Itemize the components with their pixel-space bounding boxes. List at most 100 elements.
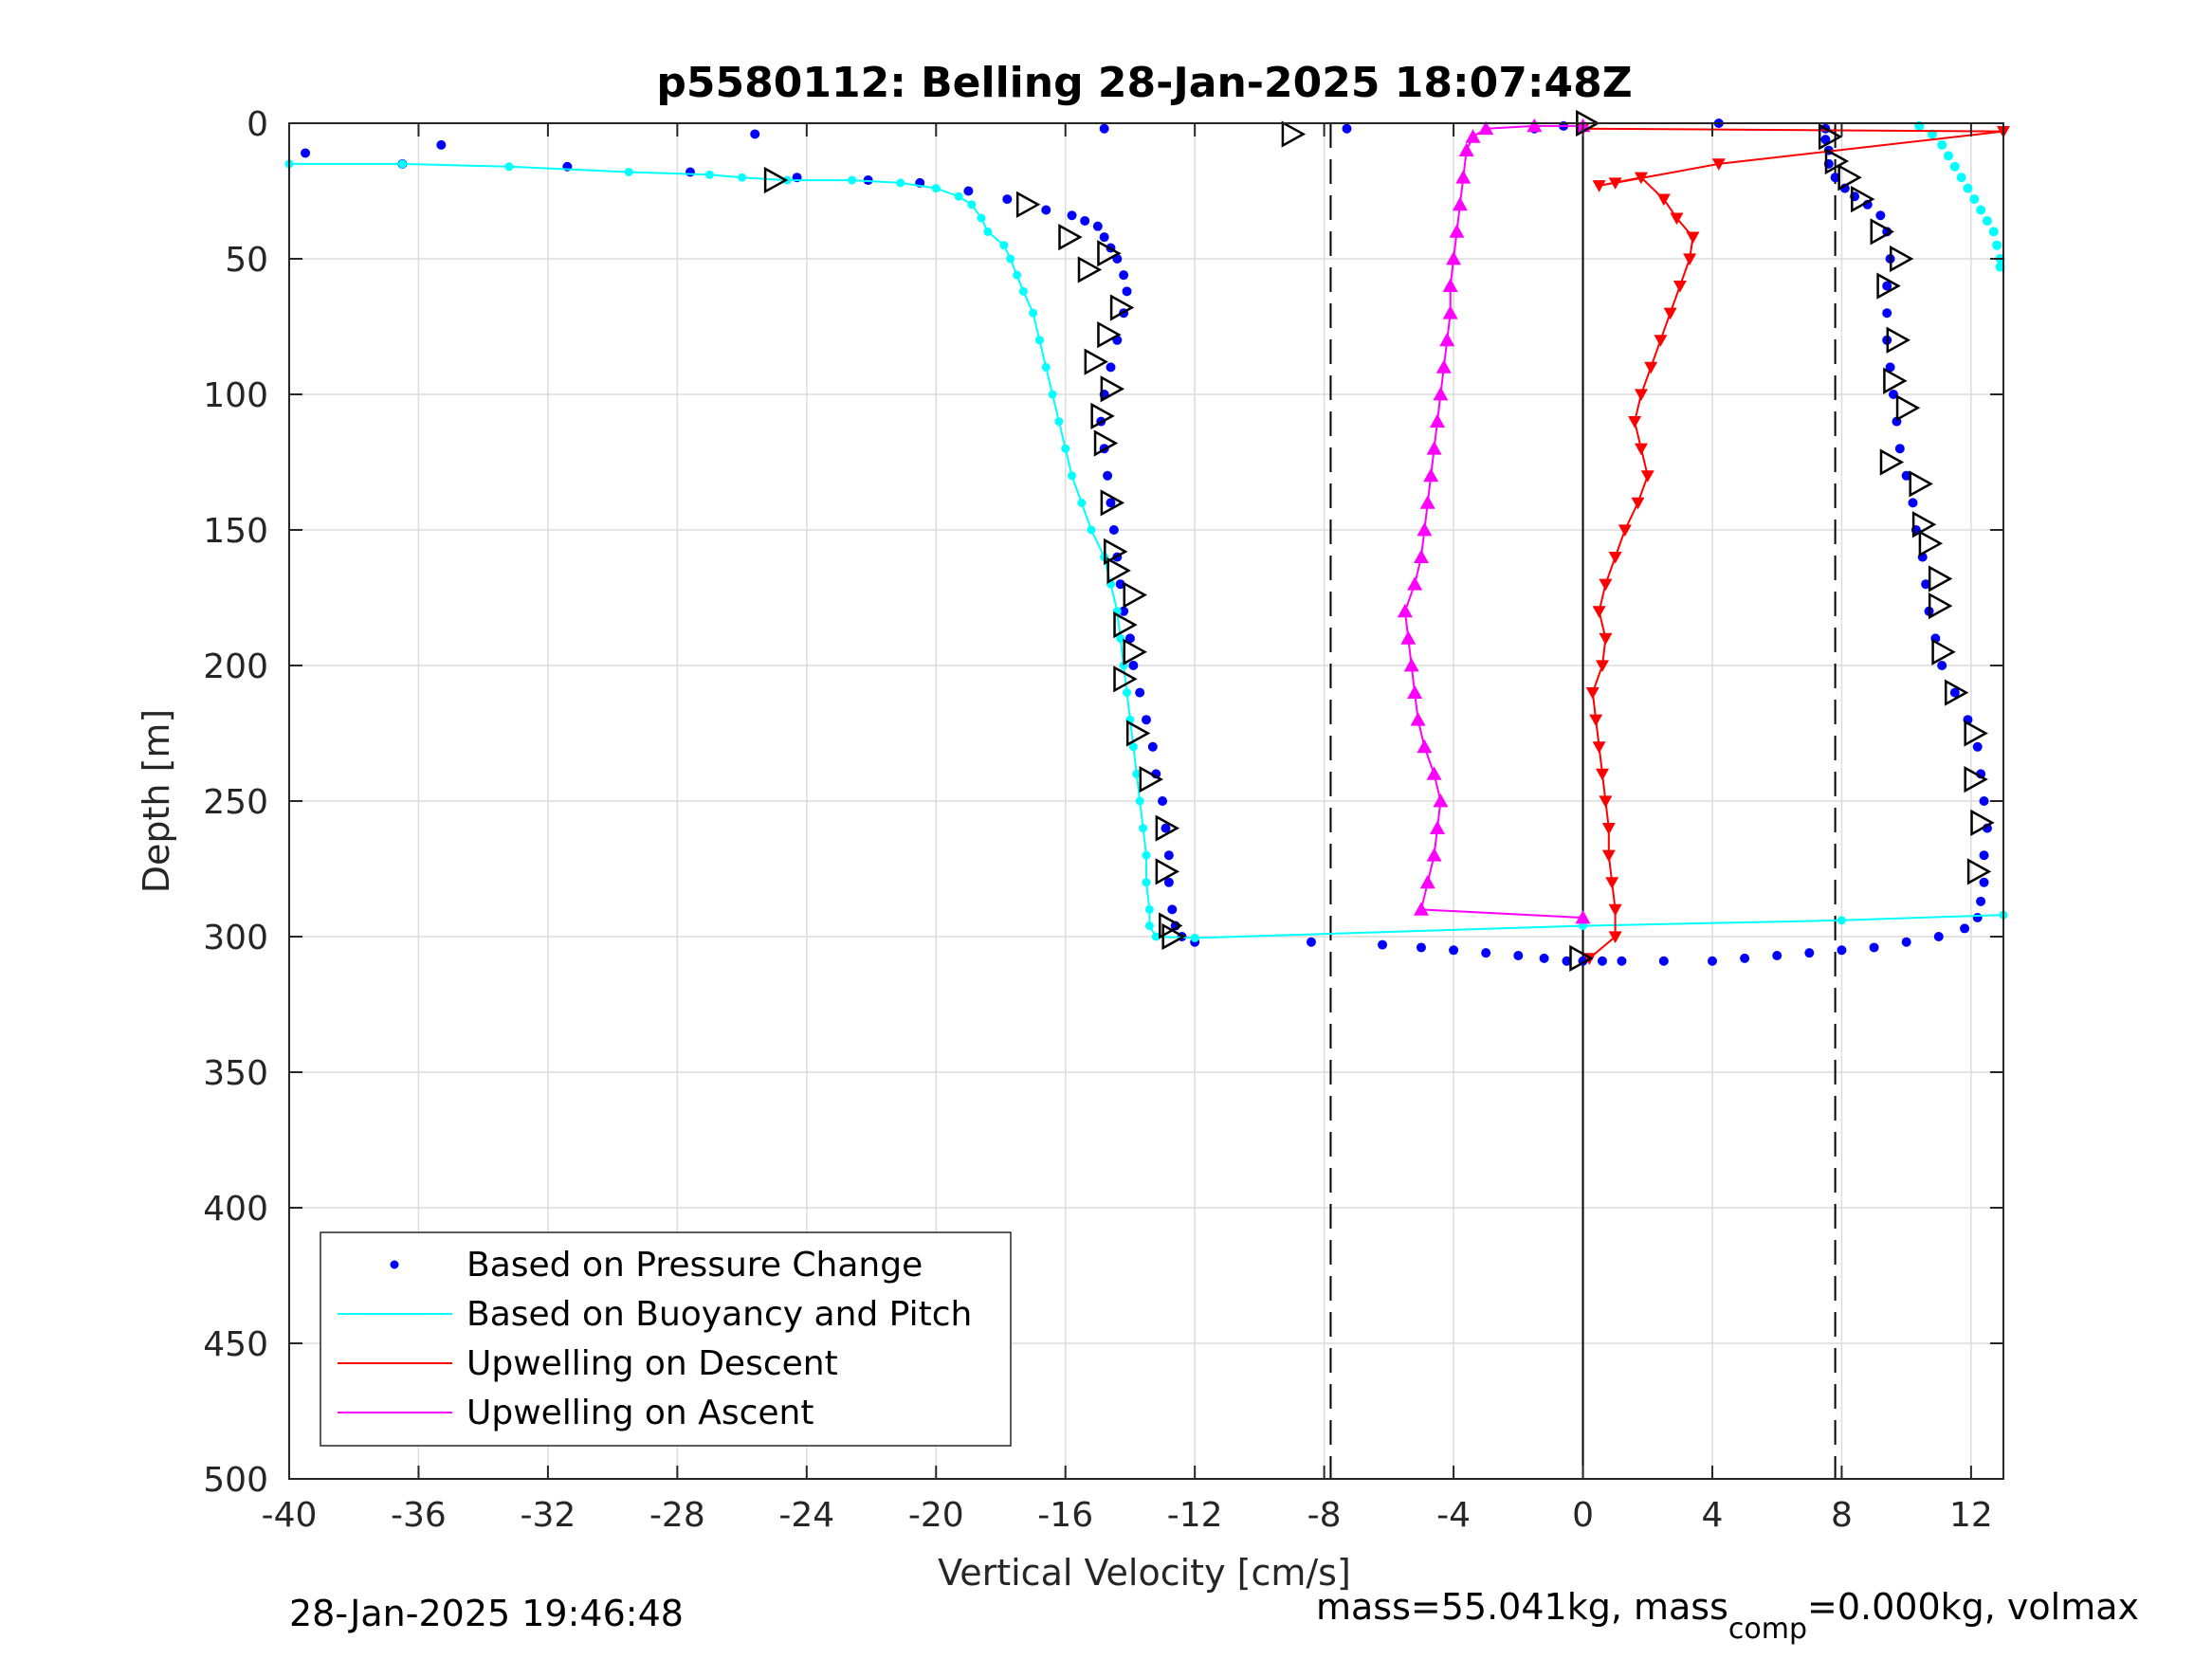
triangle-marker — [1123, 638, 1147, 665]
ascent-marker — [1417, 522, 1433, 537]
pressure-point — [1119, 270, 1129, 281]
buoyancy-surface-point — [1969, 194, 1980, 205]
descent-marker — [1585, 687, 1600, 700]
pressure-point — [1972, 912, 1983, 922]
y-tick-label: 150 — [203, 512, 268, 551]
ascent-marker — [1452, 196, 1468, 211]
pressure-point — [1135, 687, 1145, 698]
ascent-marker — [1417, 738, 1433, 754]
pressure-point — [1830, 173, 1840, 183]
triangle-marker — [1966, 858, 1992, 885]
descent-marker — [1686, 231, 1700, 245]
pressure-point — [436, 139, 447, 150]
pressure-point — [1481, 948, 1491, 958]
x-tick-label: -24 — [778, 1496, 834, 1535]
triangle-marker — [1125, 720, 1151, 747]
footer-mass-text: mass=55.041kg, masscomp=0.000kg, volmax — [1316, 1586, 2139, 1646]
pressure-point — [1449, 945, 1459, 956]
ascent-marker — [1449, 224, 1465, 238]
pressure-point — [1106, 498, 1116, 508]
triangle-marker — [1090, 402, 1115, 430]
y-tick-label: 200 — [203, 647, 268, 686]
pressure-point — [1979, 796, 1989, 806]
buoyancy-point — [1006, 254, 1015, 264]
buoyancy-point — [738, 173, 747, 182]
ascent-marker — [1426, 766, 1442, 780]
buoyancy-point — [1054, 417, 1064, 427]
ascent-marker — [1465, 129, 1481, 143]
footer-mass-subscript: comp — [1728, 1613, 1807, 1646]
descent-marker — [1592, 606, 1606, 618]
buoyancy-point — [1144, 921, 1154, 931]
pressure-point — [301, 148, 311, 158]
descent-marker — [1673, 281, 1687, 293]
triangle-marker — [1964, 765, 1988, 793]
descent-marker — [1644, 361, 1658, 374]
y-tick-label: 250 — [203, 783, 268, 822]
ascent-marker — [1426, 441, 1442, 455]
ascent-marker — [1435, 359, 1452, 374]
descent-marker — [1595, 660, 1609, 672]
legend: Based on Pressure Change Based on Buoyan… — [320, 1231, 1012, 1447]
pressure-point — [1099, 123, 1109, 134]
triangle-marker — [1106, 556, 1131, 585]
buoyancy-point — [1048, 390, 1057, 399]
triangle-marker — [1159, 912, 1183, 939]
data-series — [284, 109, 2010, 973]
pressure-point — [1960, 923, 1970, 934]
descent-marker — [1634, 443, 1648, 456]
triangle-marker — [1928, 565, 1953, 592]
x-tick-label: -40 — [262, 1496, 318, 1535]
pressure-point — [1163, 850, 1174, 861]
y-axis-ticks: 0 50 100 150 200 250 300 350 400 450 500 — [203, 105, 2003, 1500]
pressure-point — [1882, 308, 1892, 319]
buoyancy-point — [1013, 270, 1022, 280]
pressure-point — [1972, 741, 1983, 752]
pressure-point — [1908, 498, 1918, 508]
triangle-marker — [1093, 429, 1119, 457]
descent-marker — [1605, 877, 1619, 889]
ascent-marker — [1433, 387, 1449, 401]
ascent-marker — [1397, 603, 1413, 618]
pressure-point — [1885, 362, 1895, 373]
ascent-marker — [1407, 684, 1423, 699]
ascent-marker — [1433, 793, 1449, 808]
pressure-point — [1562, 956, 1572, 966]
ascent-marker — [1478, 120, 1494, 136]
ascent-marker — [1446, 251, 1462, 265]
pressure-point — [1617, 956, 1627, 966]
descent-marker — [1599, 578, 1613, 592]
pressure-point — [1804, 948, 1815, 958]
triangle-marker — [1911, 511, 1937, 538]
pressure-point — [1949, 687, 1960, 698]
x-tick-label: -16 — [1037, 1496, 1093, 1535]
buoyancy-point — [967, 200, 977, 210]
x-tick-label: -4 — [1436, 1496, 1471, 1535]
x-tick-label: -12 — [1167, 1496, 1223, 1535]
pressure-point — [1119, 606, 1129, 616]
pressure-point — [1092, 221, 1103, 231]
buoyancy-point — [1041, 362, 1051, 372]
pressure-point — [1976, 896, 1986, 906]
triangle-marker — [1909, 470, 1933, 498]
triangle-marker — [1281, 120, 1307, 148]
x-tick-label: 4 — [1702, 1496, 1724, 1535]
descent-marker — [1608, 931, 1622, 943]
pressure-point — [1108, 525, 1119, 535]
footer-timestamp: 28-Jan-2025 19:46:48 — [289, 1593, 684, 1634]
triangle-marker — [1100, 375, 1125, 403]
buoyancy-surface-point — [1944, 151, 1954, 161]
x-tick-label: -32 — [520, 1496, 576, 1535]
buoyancy-point — [896, 178, 905, 188]
triangle-marker — [1964, 720, 1988, 747]
y-tick-label: 350 — [203, 1054, 268, 1093]
ascent-marker — [1410, 712, 1426, 726]
descent-marker — [1589, 714, 1603, 727]
descent-marker — [1601, 823, 1616, 835]
series-open-triangle-right — [763, 109, 1995, 973]
triangle-marker — [1818, 123, 1843, 151]
ascent-marker — [1426, 848, 1442, 862]
ascent-marker — [1526, 118, 1543, 133]
buoyancy-point — [704, 170, 714, 179]
ascent-marker — [1413, 902, 1429, 916]
